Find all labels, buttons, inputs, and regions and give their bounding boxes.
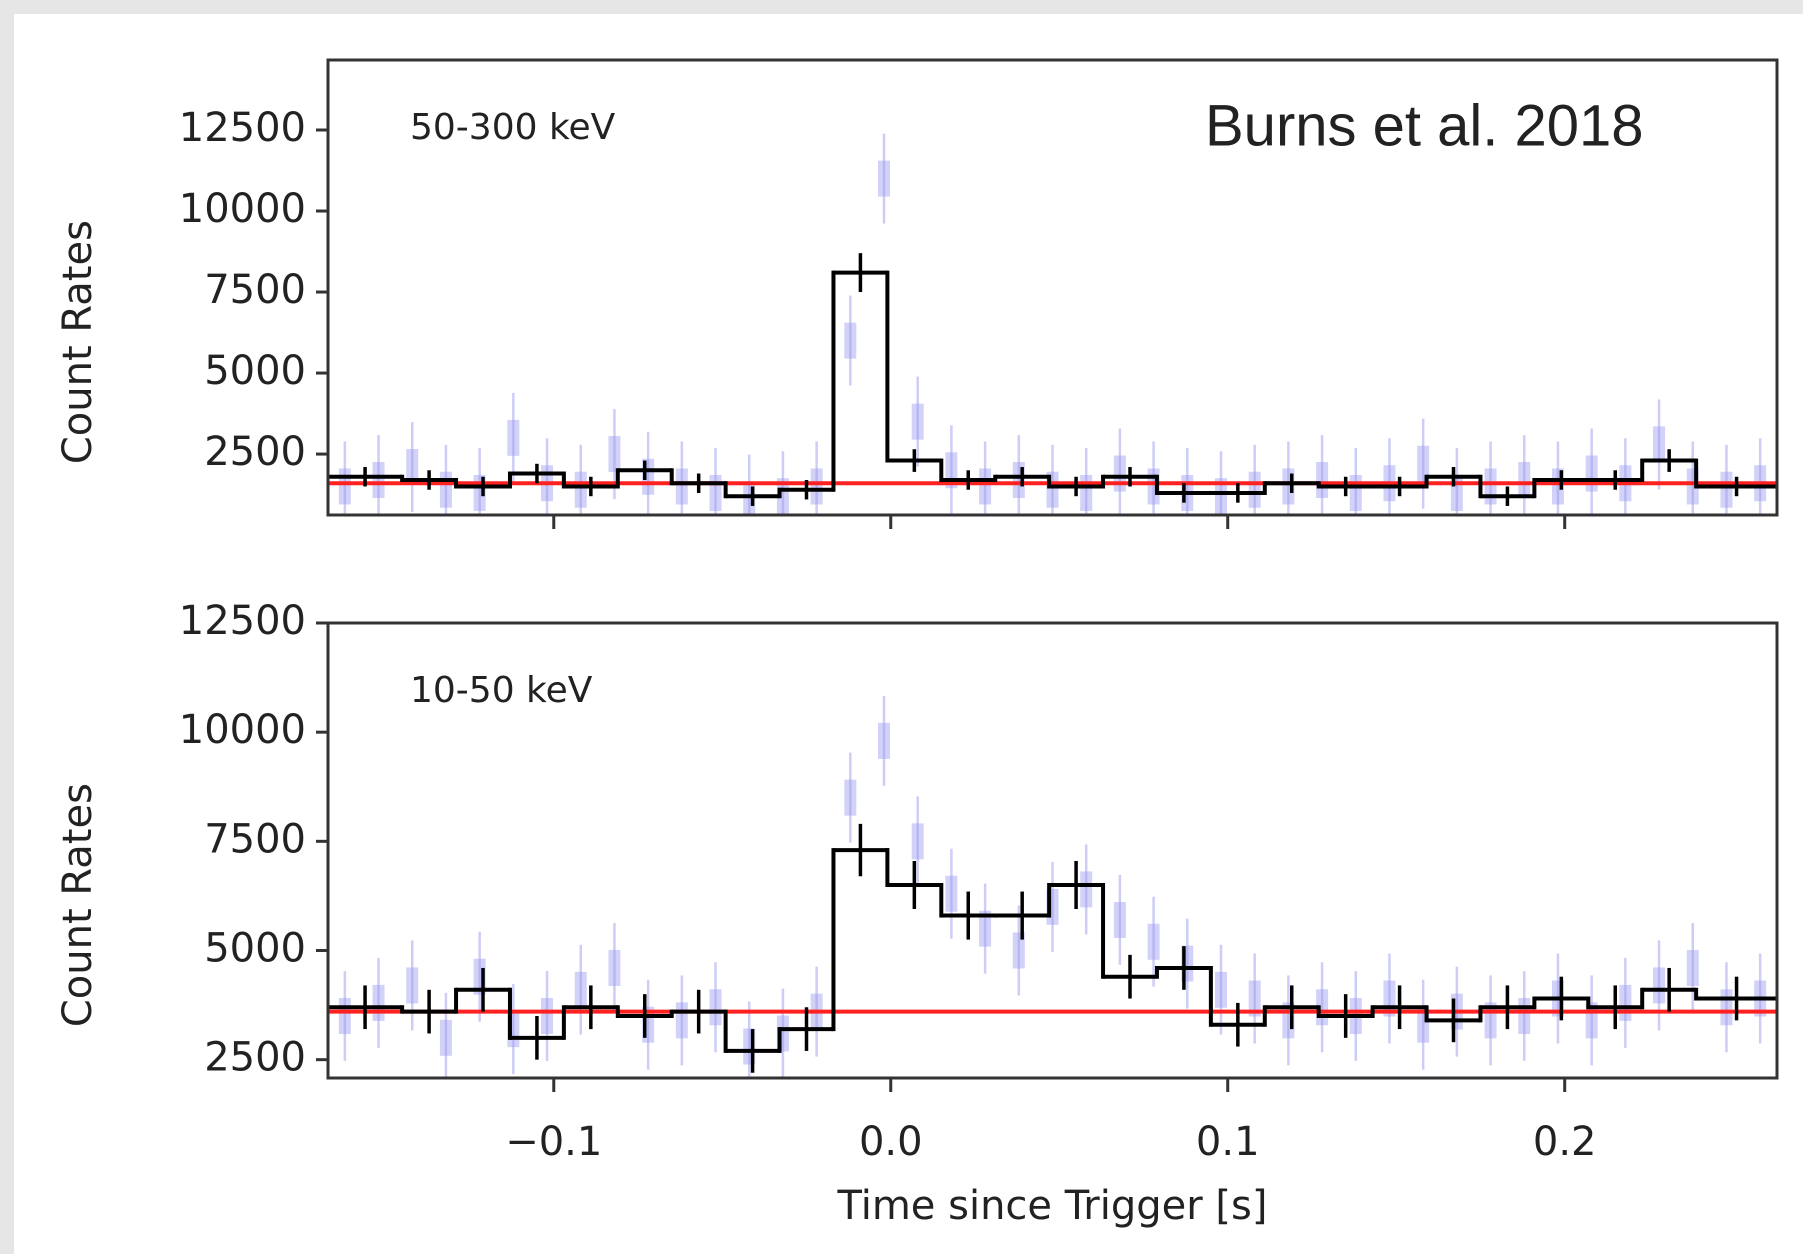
y-tick-label: 7500 (204, 267, 306, 313)
axes-frame (326, 621, 1779, 1080)
axes-frame (326, 58, 1779, 517)
y-tick-label: 5000 (204, 925, 306, 971)
y-tick-label: 10000 (179, 707, 306, 753)
y-axis-label: Count Rates (55, 783, 101, 1027)
y-axis-label: Count Rates (55, 220, 101, 464)
panel-label: 50-300 keV (410, 107, 616, 148)
x-tick-label: −0.1 (505, 1119, 602, 1165)
panel-label: 10-50 keV (410, 670, 593, 711)
y-tick-label: 12500 (179, 105, 306, 151)
y-tick-label: 5000 (204, 348, 306, 394)
x-tick-label: 0.2 (1533, 1119, 1597, 1165)
x-axis-label: Time since Trigger [s] (837, 1183, 1268, 1229)
figure-background (14, 14, 1803, 1254)
annotation: Burns et al. 2018 (1205, 93, 1644, 158)
y-tick-label: 12500 (179, 598, 306, 644)
y-tick-label: 2500 (204, 429, 306, 475)
plot-area (328, 695, 1777, 1078)
y-tick-label: 7500 (204, 816, 306, 862)
y-tick-label: 2500 (204, 1035, 306, 1081)
x-tick-label: 0.1 (1196, 1119, 1260, 1165)
x-tick-label: 0.0 (859, 1119, 923, 1165)
plot-area (328, 133, 1777, 515)
y-tick-label: 10000 (179, 186, 306, 232)
